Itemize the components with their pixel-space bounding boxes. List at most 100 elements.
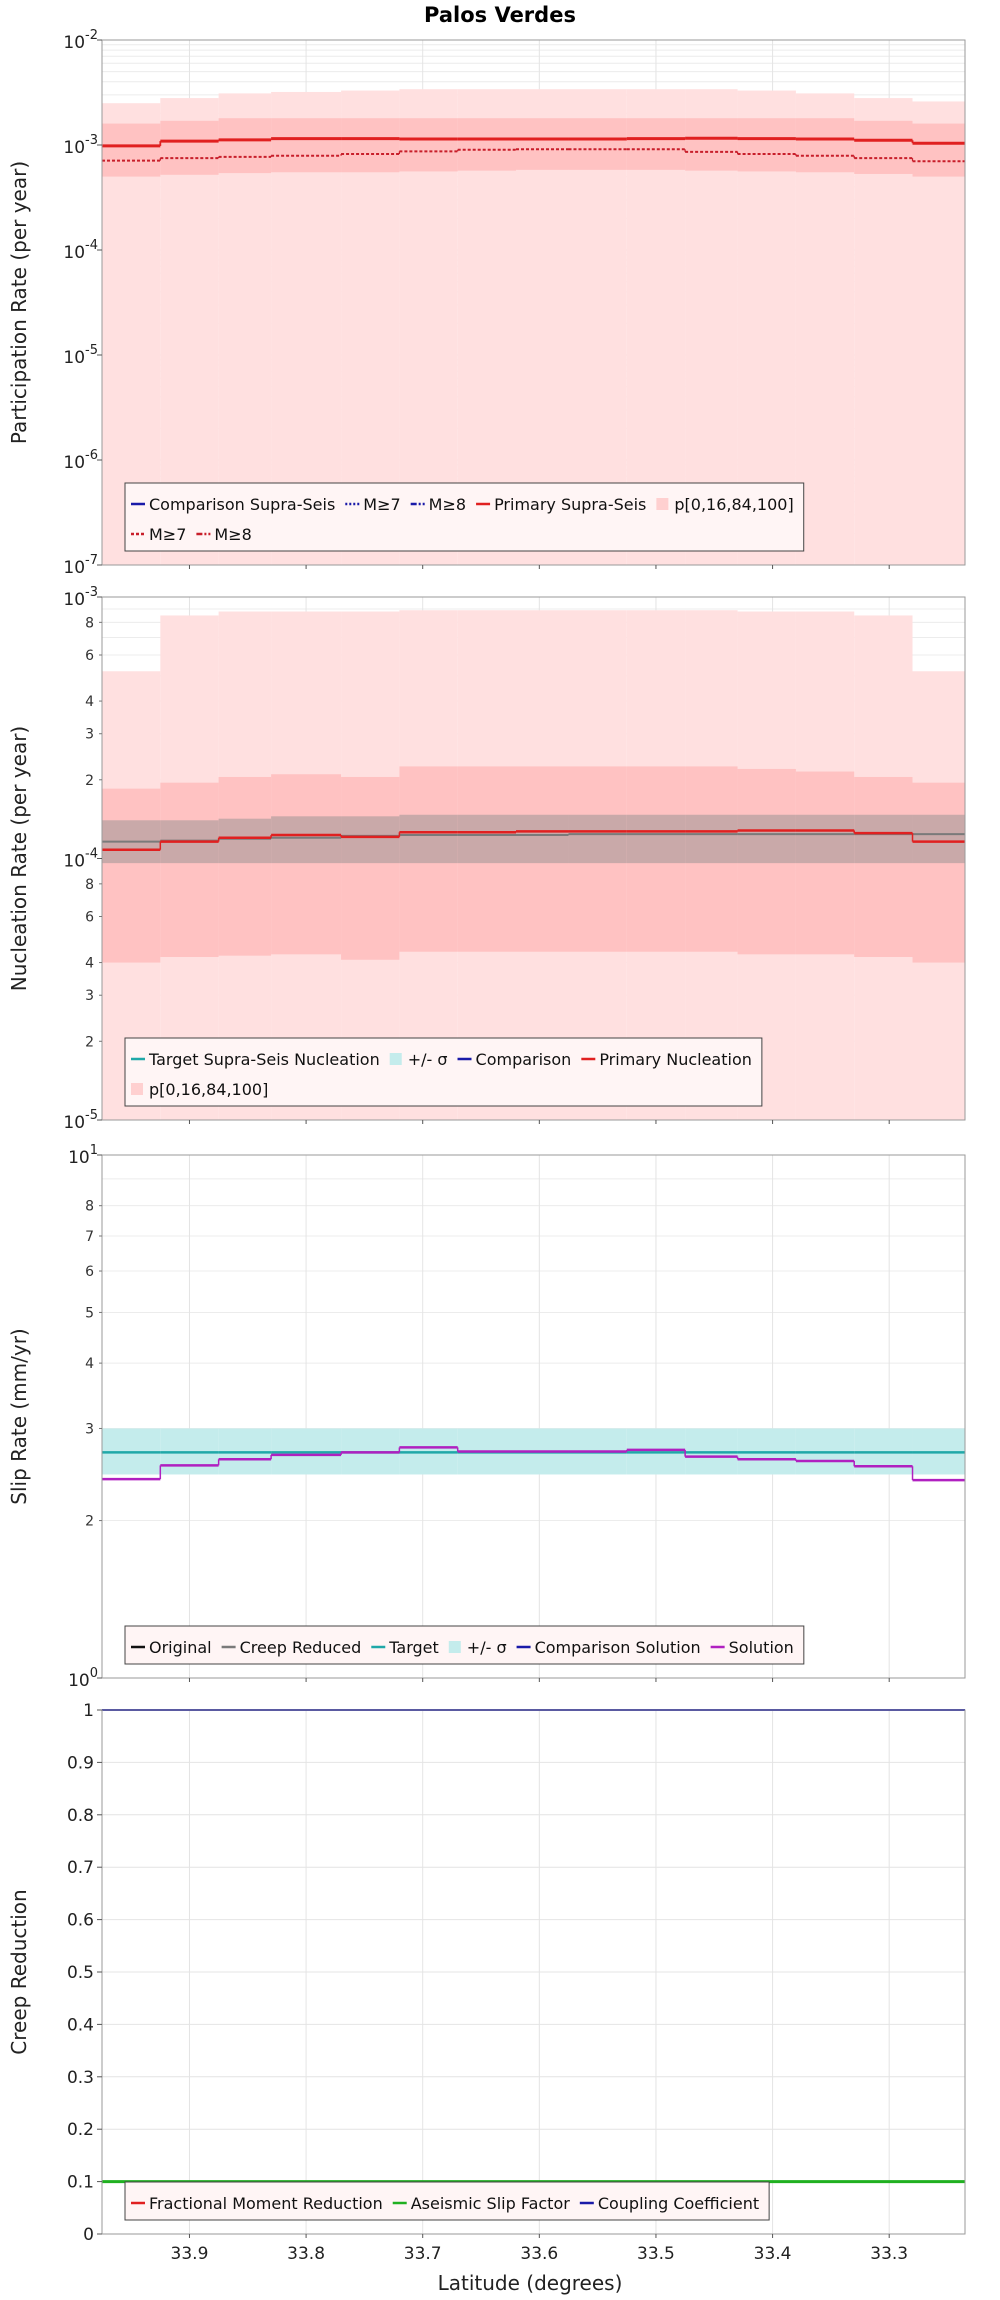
legend-item-label: Comparison Solution [535, 1638, 701, 1657]
y-minor-tick-label: 6 [85, 648, 94, 664]
legend-item-label: Comparison [476, 1050, 572, 1069]
y-tick-label: 0.8 [67, 1806, 94, 1826]
legend-box [124, 1625, 805, 1665]
panel-participation: 10-7 10-6 10-5 10-4 10-3 10-2 Participation Ra… [7, 28, 966, 578]
y-tick-label: 10-5 [63, 343, 98, 368]
x-tick-label: 33.8 [287, 2244, 325, 2264]
y-minor-tick-label: 8 [85, 877, 94, 893]
band-segment [218, 818, 272, 864]
y-tick-label: 0.1 [67, 2173, 94, 2193]
legend: Fractional Moment Reduction Aseismic Slip… [124, 2181, 770, 2221]
series-m-7 [102, 148, 965, 163]
band-segment [516, 118, 569, 170]
y-minor-tick-label: 3 [85, 988, 94, 1004]
y-tick-label: 10-3 [63, 585, 98, 610]
y-axis-label: Slip Rate (mm/yr) [7, 1328, 31, 1504]
panel-slip: 100 101 2 3 4 5 6 7 8 Slip Rate (mm/yr) Original Cr… [7, 1143, 966, 1691]
y-tick-label: 0 [83, 2225, 94, 2245]
y-ticks: 0 0.1 0.2 0.3 0.4 0.5 0.6 0.7 0.8 0.9 1 [67, 1701, 102, 2245]
band-segment [160, 782, 219, 958]
legend-swatch [131, 1083, 143, 1095]
y-tick-label: 10-2 [63, 28, 98, 53]
band-segment [271, 816, 342, 864]
series-primary-nucleation [102, 829, 965, 852]
legend-item-label: Coupling Coefficient [598, 2194, 759, 2213]
legend-swatch [448, 1641, 461, 1653]
legend-item-label: Solution [729, 1638, 794, 1657]
legend-item-label: Fractional Moment Reduction [149, 2194, 383, 2213]
band-segment [341, 118, 400, 173]
y-minor-tick-label: 2 [85, 1514, 94, 1530]
y-minor-tick-label: 2 [85, 1034, 94, 1050]
y-axis-label: Participation Rate (per year) [7, 161, 31, 444]
legend-swatch [656, 498, 669, 510]
y-minor-tick-label: 4 [85, 694, 94, 710]
band-2 [102, 118, 965, 177]
band-segment [516, 814, 569, 864]
band-segment [737, 118, 796, 172]
legend: Original Creep Reduced Target +/- σ Comparis… [124, 1625, 805, 1665]
band-segment [568, 814, 627, 864]
legend-item-label: Primary Supra-Seis [494, 495, 646, 514]
legend: Comparison Supra-Seis M≥7 M≥8 Primary Supra… [124, 482, 805, 552]
band-segment [912, 782, 965, 963]
legend-item-label: Primary Nucleation [599, 1050, 752, 1069]
plot-frame [101, 39, 966, 566]
y-minor-tick-label: 3 [85, 727, 94, 743]
legend-item-label: +/- σ [408, 1050, 448, 1069]
y-tick-label: 10-7 [63, 553, 98, 578]
band-segment [218, 118, 272, 174]
band-segment [399, 118, 458, 172]
legend-item-label: Target Supra-Seis Nucleation [148, 1050, 380, 1069]
band-segment [102, 123, 161, 177]
y-axis-label: Creep Reduction [7, 1889, 31, 2054]
band-segment [912, 123, 965, 177]
legend-item-label: M≥7 [363, 495, 400, 514]
band-segment [399, 814, 458, 864]
band-segment [341, 776, 400, 960]
band-segment [102, 788, 161, 963]
series-solution [102, 1446, 965, 1482]
band-segment [854, 776, 913, 958]
legend-item-label: Original [149, 1638, 212, 1657]
legend-item-label: M≥8 [214, 525, 251, 544]
legend-box [124, 2181, 770, 2221]
y-tick-label: 10-5 [63, 1108, 98, 1133]
legend-item-label: M≥7 [149, 525, 186, 544]
legend-box [124, 482, 805, 552]
legend-item-label: Comparison Supra-Seis [149, 495, 335, 514]
series-primary-supra-seis [102, 136, 965, 148]
y-minor-tick-label: 5 [85, 1305, 94, 1321]
y-tick-label: 0.9 [67, 1753, 94, 1773]
y-ticks: 100 101 2 3 4 5 6 7 8 [68, 1143, 102, 1691]
band-segment [568, 118, 627, 170]
y-tick-label: 10-4 [63, 238, 98, 263]
plot-area [102, 1155, 965, 1678]
y-tick-label: 0.4 [67, 2015, 94, 2035]
y-tick-label: 0.2 [67, 2120, 94, 2140]
y-ticks: 10-5 10-4 10-3 2 3 4 6 8 2 3 4 6 8 [63, 585, 102, 1133]
x-tick-label: 33.9 [171, 2244, 209, 2264]
band-segment [854, 98, 913, 566]
x-tick-label: 33.5 [637, 2244, 675, 2264]
band-segment [271, 774, 342, 955]
legend-item-label: Creep Reduced [240, 1638, 362, 1657]
y-tick-label: 10-3 [63, 133, 98, 158]
panel-creep: 0 0.1 0.2 0.3 0.4 0.5 0.6 0.7 0.8 0.9 1 Creep Reduc… [7, 1701, 966, 2264]
y-minor-tick-label: 2 [85, 773, 94, 789]
band-segment [626, 814, 686, 864]
legend-item-label: M≥8 [429, 495, 466, 514]
y-ticks: 10-7 10-6 10-5 10-4 10-3 10-2 [63, 28, 102, 578]
panel-nucleation: 10-5 10-4 10-3 2 3 4 6 8 2 3 4 6 8 Nucleation Rate (p… [7, 585, 966, 1133]
y-minor-tick-label: 4 [85, 956, 94, 972]
band-segment [854, 120, 913, 174]
band-segment [685, 814, 738, 864]
y-tick-label: 10-4 [63, 847, 98, 872]
x-tick-label: 33.7 [404, 2244, 442, 2264]
band-segment [854, 814, 913, 864]
legend-item-label: Target [388, 1638, 439, 1657]
band-segment [457, 118, 517, 171]
y-minor-tick-label: 3 [85, 1421, 94, 1437]
x-axis-label: Latitude (degrees) [438, 2271, 623, 2295]
